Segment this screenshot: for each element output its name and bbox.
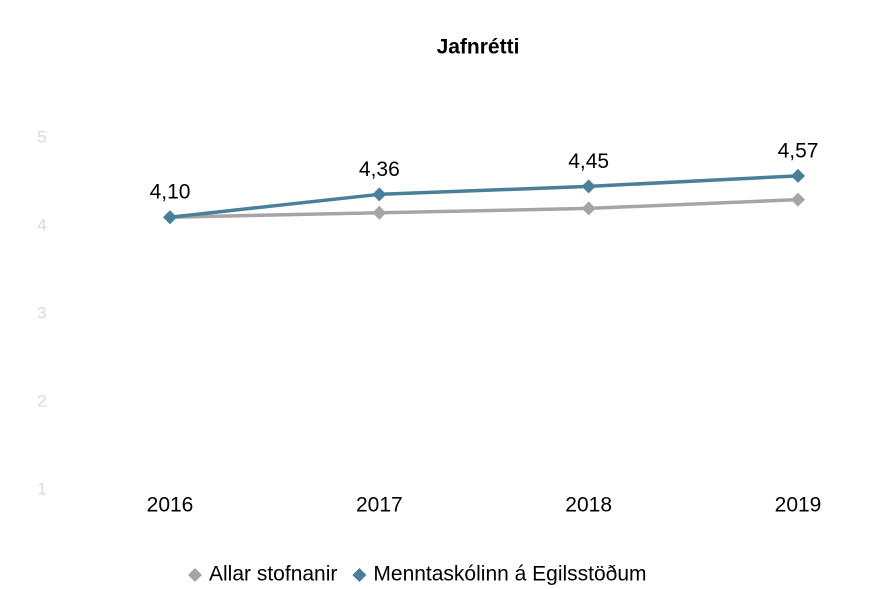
point	[791, 192, 805, 207]
point	[791, 168, 805, 183]
data-label: 4,10	[150, 181, 191, 204]
data-label: 4,57	[778, 139, 819, 162]
x-tick-label: 2018	[565, 494, 612, 517]
x-tick-label: 2016	[147, 494, 194, 517]
chart-title: Jafnrétti	[437, 36, 520, 59]
y-tick-label: 2	[37, 391, 46, 410]
series-line	[169, 197, 799, 219]
legend-marker	[352, 568, 367, 582]
y-tick-label: 3	[37, 303, 46, 322]
y-tick-label: 1	[37, 479, 46, 498]
point	[581, 179, 596, 194]
point	[372, 205, 387, 220]
series-line	[169, 174, 799, 219]
legend-label: Allar stofnanir	[209, 563, 337, 586]
point	[163, 210, 177, 225]
y-tick-label: 4	[37, 215, 46, 234]
point	[372, 187, 387, 202]
legend-marker	[188, 568, 202, 582]
y-tick-label: 5	[37, 127, 46, 146]
legend-label: Menntaskólinn á Egilsstöðum	[373, 563, 646, 586]
x-tick-label: 2019	[775, 494, 822, 517]
data-label: 4,36	[359, 158, 400, 181]
point	[581, 201, 596, 216]
x-tick-label: 2017	[356, 494, 403, 517]
data-label: 4,45	[568, 150, 609, 173]
